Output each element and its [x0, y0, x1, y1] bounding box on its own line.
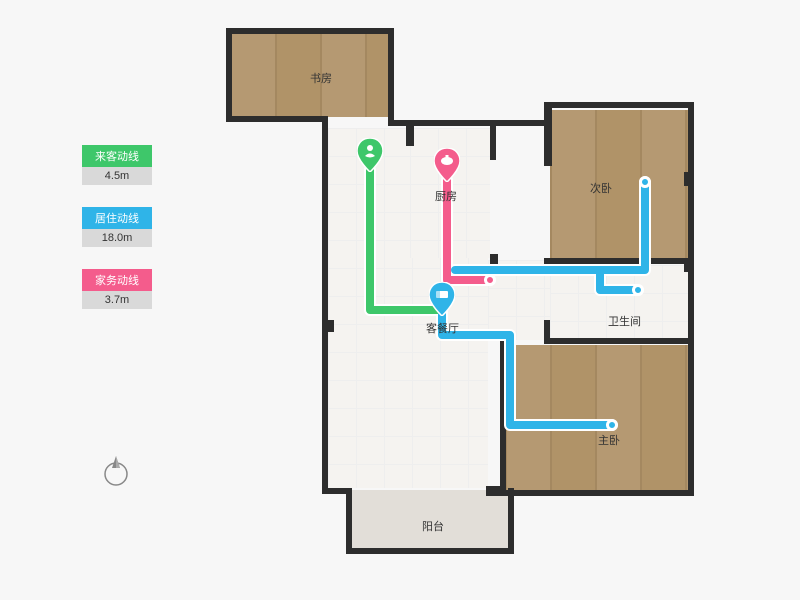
legend-housework-label: 家务动线	[82, 269, 152, 291]
endpoint-kitchen	[484, 274, 496, 286]
legend-item-housework: 家务动线 3.7m	[82, 269, 152, 309]
endpoint-secbed	[639, 176, 651, 188]
legend-housework-value: 3.7m	[82, 291, 152, 309]
label-balcony: 阳台	[422, 518, 444, 534]
legend-guest-value: 4.5m	[82, 167, 152, 185]
flow-paths	[210, 20, 710, 580]
marker-guest	[357, 138, 383, 172]
path-living-1	[442, 310, 612, 425]
legend-living-value: 18.0m	[82, 229, 152, 247]
label-master: 主卧	[598, 432, 620, 448]
legend-panel: 来客动线 4.5m 居住动线 18.0m 家务动线 3.7m	[82, 145, 152, 331]
compass-icon	[96, 450, 136, 490]
endpoint-master	[606, 419, 618, 431]
legend-item-guest: 来客动线 4.5m	[82, 145, 152, 185]
label-kitchen: 厨房	[435, 188, 457, 204]
path-living-2	[455, 182, 645, 270]
endpoint-bath	[632, 284, 644, 296]
label-living: 客餐厅	[426, 320, 459, 336]
label-study: 书房	[310, 70, 332, 86]
legend-guest-label: 来客动线	[82, 145, 152, 167]
marker-living	[429, 282, 455, 316]
legend-living-label: 居住动线	[82, 207, 152, 229]
floorplan: 书房 厨房 次卧 卫生间 客餐厅 主卧 阳台	[210, 20, 710, 580]
label-bathroom: 卫生间	[608, 313, 641, 329]
legend-item-living: 居住动线 18.0m	[82, 207, 152, 247]
label-secbed: 次卧	[590, 180, 612, 196]
marker-housework	[434, 148, 460, 182]
